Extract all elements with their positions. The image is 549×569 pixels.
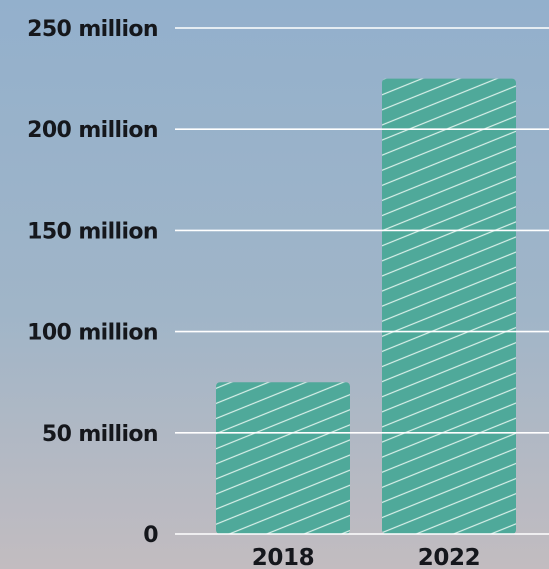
y-tick-label: 200 million <box>27 118 158 143</box>
bars <box>216 78 516 534</box>
x-category-label-2022: 2022 <box>418 545 480 569</box>
y-axis-tick-labels: 0 50 million 100 million 150 million 200 mil… <box>27 17 159 548</box>
bar-2018 <box>216 382 350 534</box>
x-axis-category-labels: 2018 2022 <box>252 545 481 569</box>
x-category-label-2018: 2018 <box>252 545 314 569</box>
y-tick-label: 100 million <box>27 321 158 346</box>
gridlines <box>175 27 549 535</box>
bar-2022 <box>382 78 516 534</box>
y-tick-label: 0 <box>143 523 158 548</box>
y-tick-label: 250 million <box>27 17 158 42</box>
y-tick-label: 50 million <box>42 422 158 447</box>
y-tick-label: 150 million <box>27 219 158 244</box>
